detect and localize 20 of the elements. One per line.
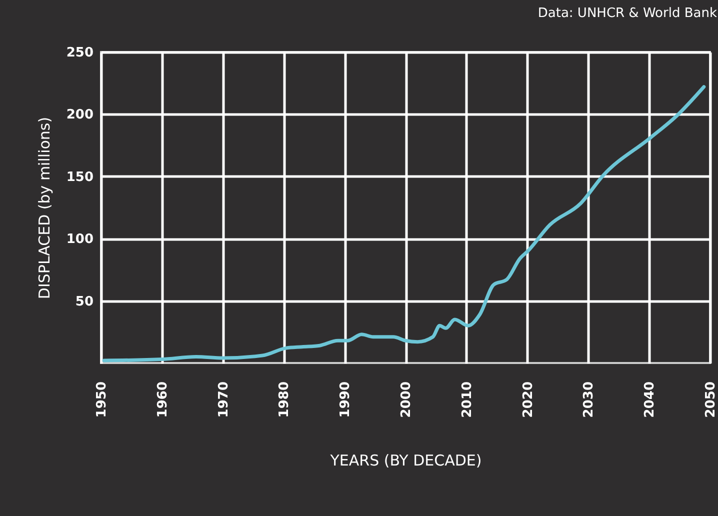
x-tick-label: 1960: [155, 382, 170, 418]
x-tick-label: 1950: [94, 382, 110, 418]
x-tick-label: 1990: [338, 382, 354, 418]
y-tick-label: 50: [75, 294, 94, 310]
x-tick-label: 2010: [460, 382, 475, 418]
x-tick-label: 2050: [704, 382, 718, 418]
x-axis-title: YEARS (BY DECADE): [329, 452, 482, 470]
y-tick-label: 250: [66, 46, 94, 60]
y-axis-title: DISPLACED (by millions): [35, 116, 54, 300]
x-tick-label: 1980: [277, 382, 292, 418]
y-tick-label: 100: [66, 232, 94, 248]
y-tick-label: 150: [66, 170, 94, 185]
y-tick-label: 200: [66, 108, 94, 123]
x-tick-label: 2030: [582, 382, 597, 418]
text: Data: UNHCR & World Bank: [538, 6, 718, 21]
x-tick-label: 1970: [216, 382, 232, 418]
x-tick-label: 2020: [520, 382, 536, 418]
line-series: [102, 85, 706, 362]
x-tick-label: 2040: [642, 382, 658, 418]
x-tick-label: 2000: [399, 382, 414, 418]
